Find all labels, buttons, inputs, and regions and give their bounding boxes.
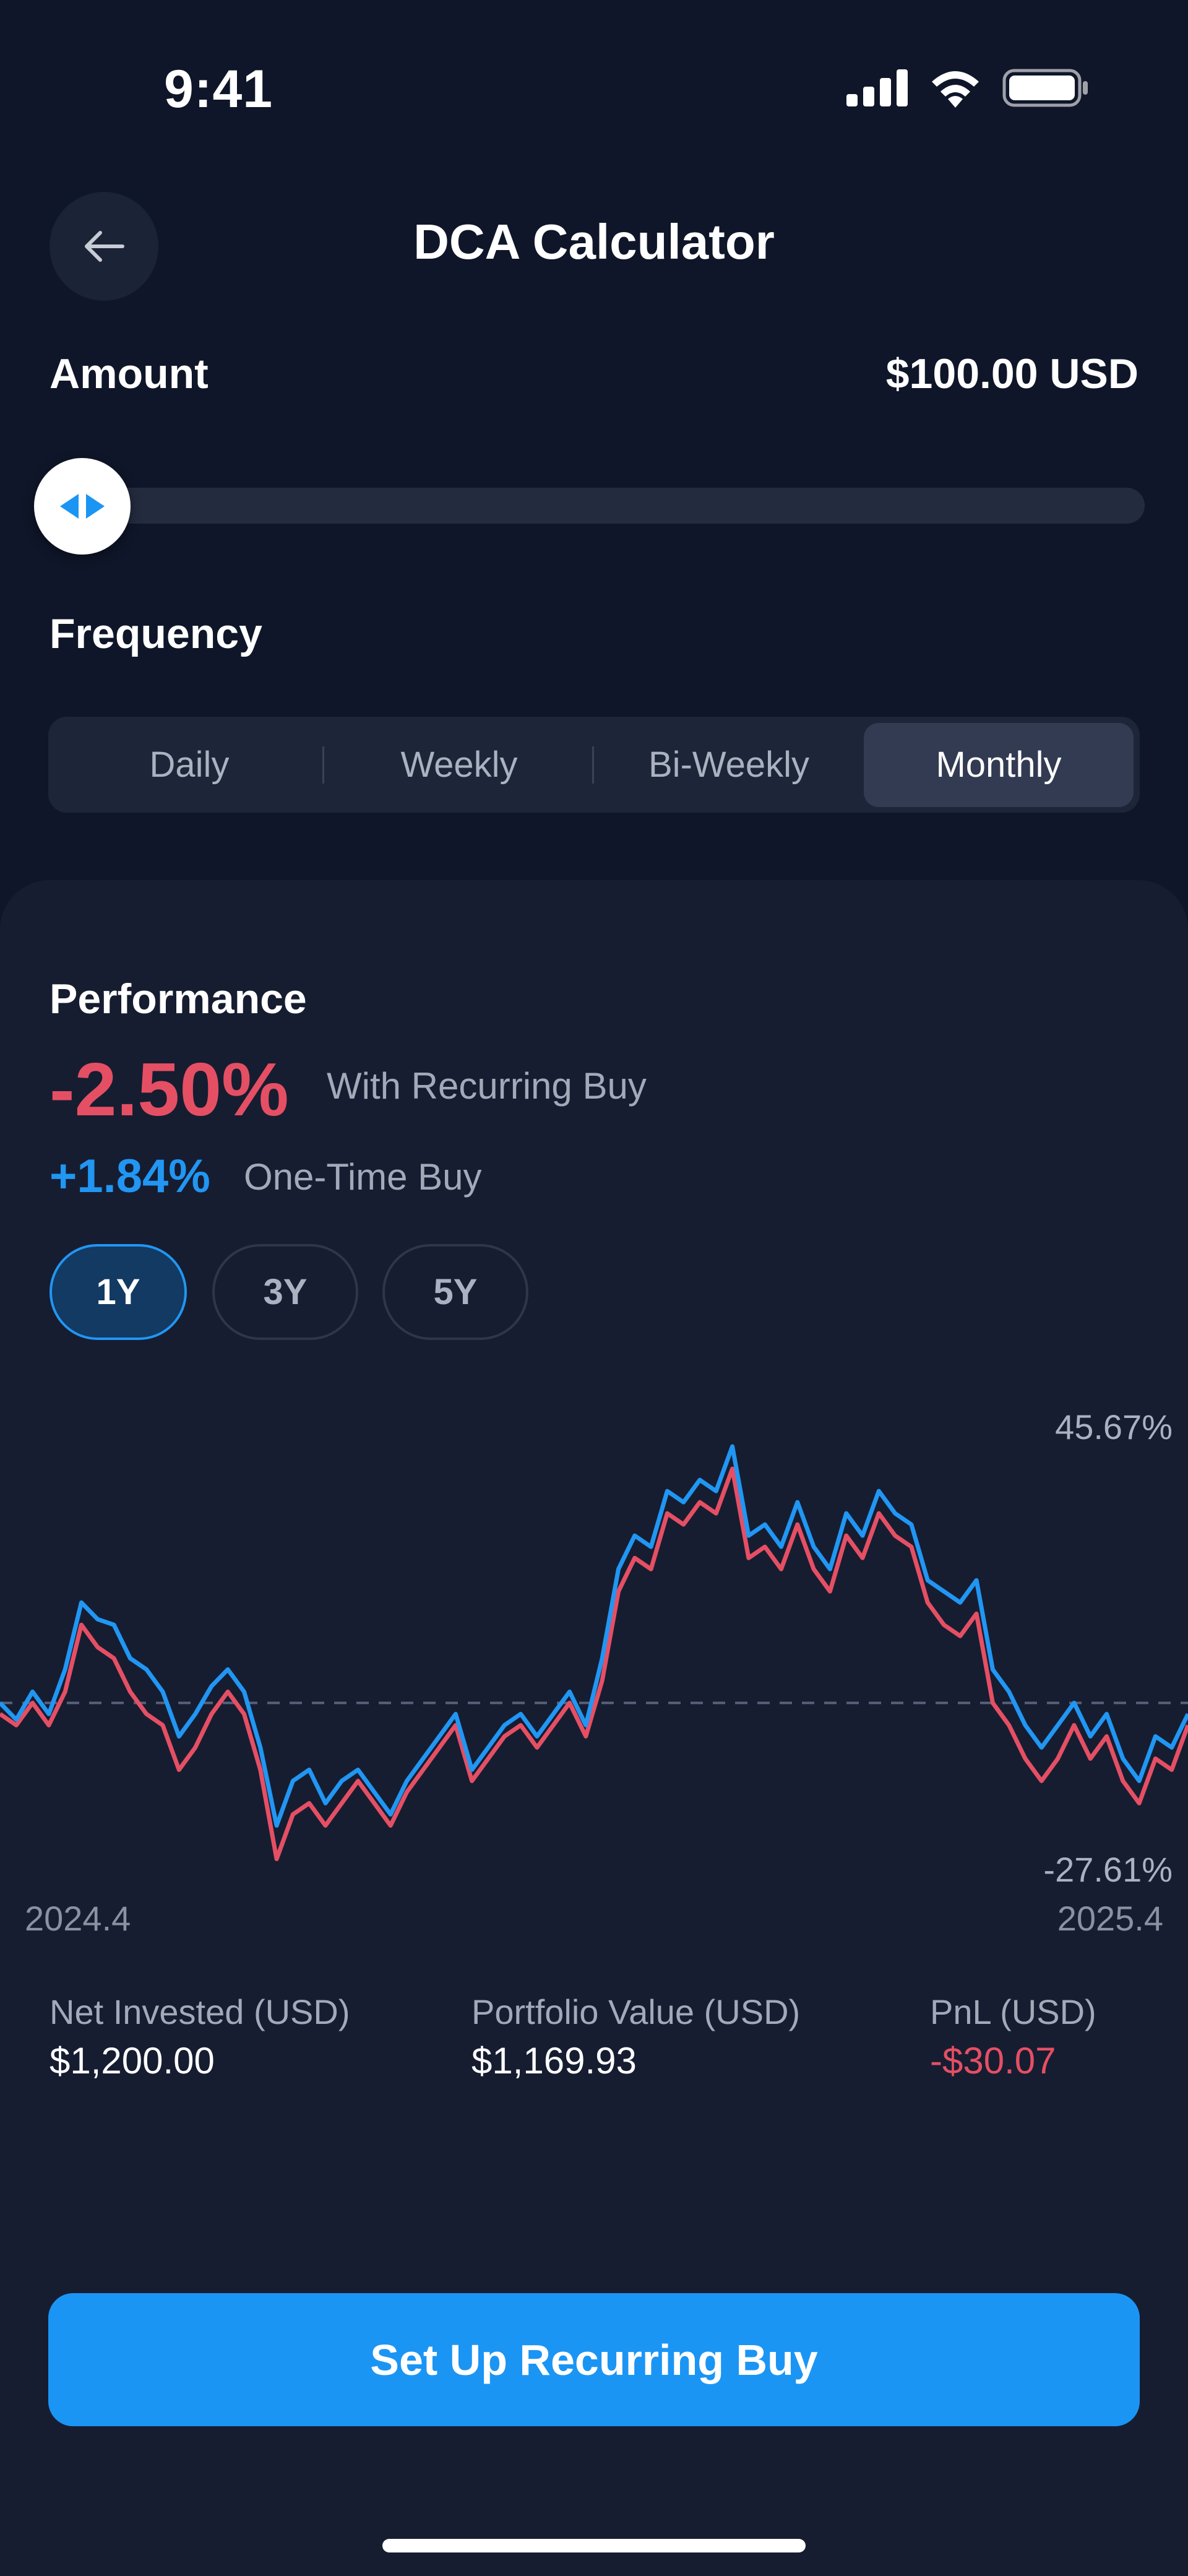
frequency-option-monthly[interactable]: Monthly: [864, 722, 1134, 807]
status-time: 9:41: [164, 59, 273, 119]
chart-max-label: 45.67%: [1055, 1407, 1173, 1446]
frequency-option-weekly[interactable]: Weekly: [324, 723, 594, 807]
pnl-value: -$30.07: [930, 2040, 1056, 2081]
portfolio-value-value: $1,169.93: [471, 2040, 637, 2081]
net-invested-value: $1,200.00: [50, 2040, 215, 2081]
one-time-buy-label: One-Time Buy: [244, 1156, 482, 1198]
pnl-label: PnL (USD): [930, 1992, 1096, 2031]
portfolio-value-label: Portfolio Value (USD): [471, 1992, 801, 2031]
set-up-recurring-buy-button[interactable]: Set Up Recurring Buy: [48, 2293, 1140, 2426]
chart-series-recurring: [0, 1466, 1188, 1861]
amount-slider-track[interactable]: [50, 488, 1145, 524]
back-button[interactable]: [50, 192, 158, 301]
chart-x-end-label: 2025.4: [1057, 1899, 1163, 1938]
frequency-segmented-control: Daily Weekly Bi-Weekly Monthly: [48, 717, 1140, 813]
range-button-5y[interactable]: 5Y: [382, 1244, 528, 1340]
status-icons: [846, 68, 1089, 108]
wifi-icon: [932, 71, 979, 108]
net-invested-label: Net Invested (USD): [50, 1992, 350, 2031]
signal-icon: [846, 69, 908, 106]
one-time-buy-percent: +1.84%: [50, 1150, 210, 1203]
performance-chart: [0, 1444, 1188, 1861]
drag-arrows-icon: [60, 494, 105, 519]
frequency-option-bi-weekly[interactable]: Bi-Weekly: [648, 745, 809, 785]
range-button-3y[interactable]: 3Y: [212, 1244, 358, 1340]
home-indicator: [382, 2539, 806, 2552]
amount-slider-handle[interactable]: [34, 458, 131, 555]
chart-x-start-label: 2024.4: [25, 1899, 131, 1938]
chart-min-label: -27.61%: [1043, 1850, 1173, 1889]
recurring-buy-label: With Recurring Buy: [327, 1065, 647, 1107]
recurring-buy-percent: -2.50%: [50, 1047, 289, 1131]
frequency-label: Frequency: [50, 610, 262, 657]
page-title: DCA Calculator: [413, 214, 775, 269]
amount-value: $100.00 USD: [885, 350, 1138, 397]
range-button-1y[interactable]: 1Y: [50, 1244, 187, 1340]
frequency-option-daily[interactable]: Daily: [54, 723, 324, 807]
arrow-left-icon: [85, 231, 124, 262]
battery-icon: [1002, 69, 1088, 107]
performance-title: Performance: [50, 975, 307, 1022]
amount-label: Amount: [50, 350, 209, 397]
chart-series-onetime: [0, 1444, 1188, 1828]
